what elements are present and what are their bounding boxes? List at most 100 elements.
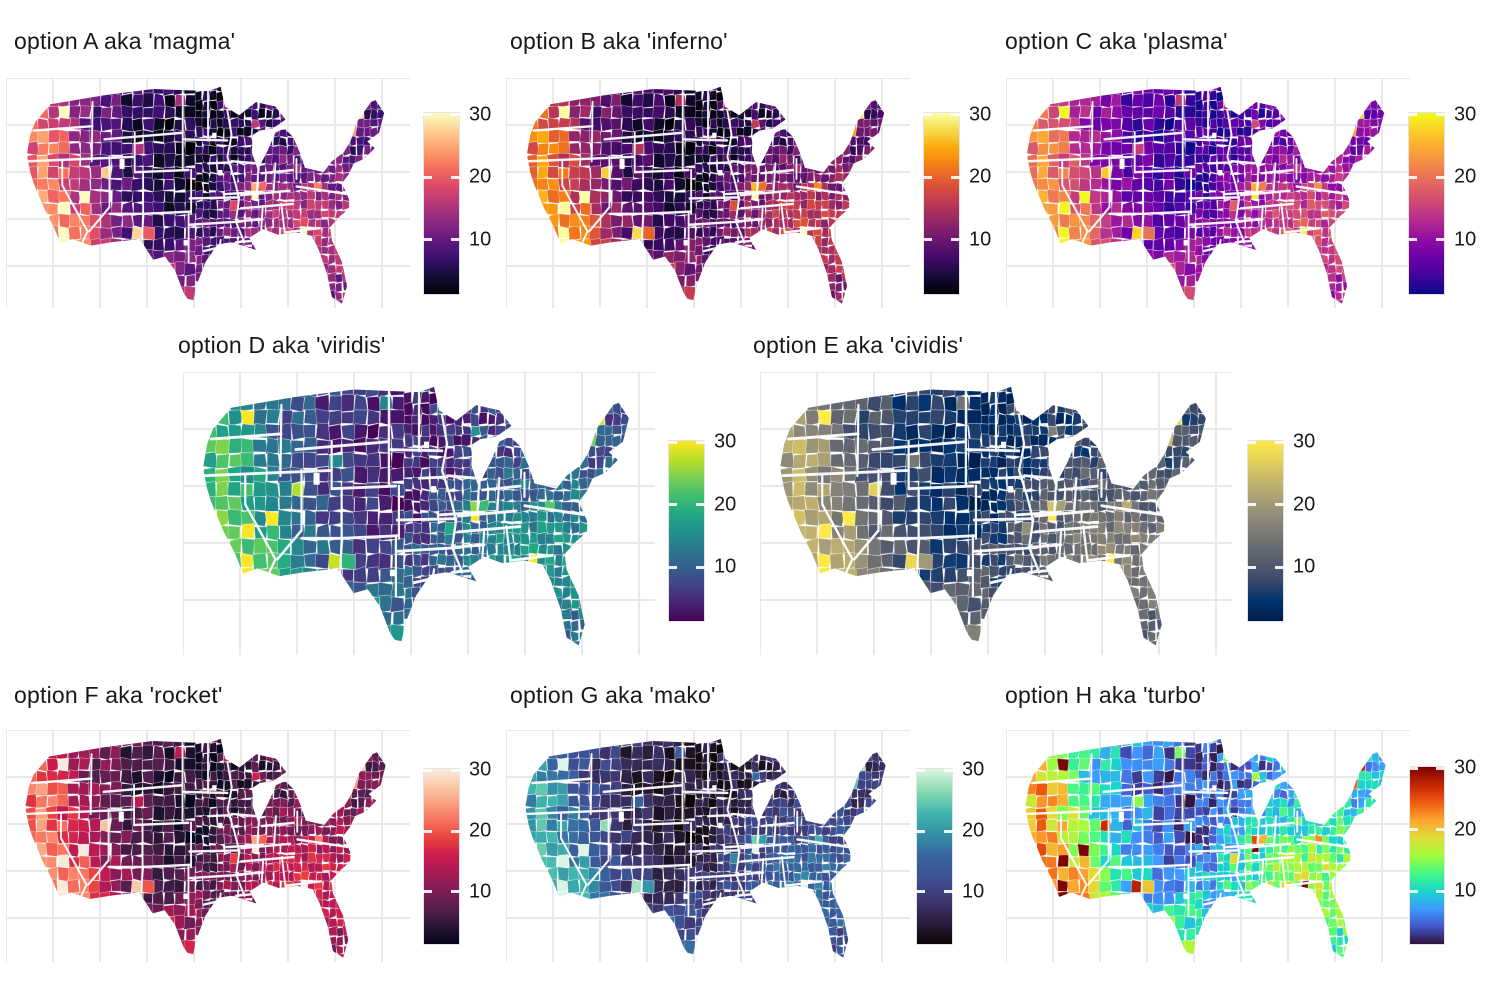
county-mosaic (203, 386, 629, 648)
legend-tick-mark (951, 238, 960, 242)
legend-tick-mark (423, 829, 432, 833)
legend-tick-mark (1247, 440, 1256, 444)
legend-tick-mark (696, 503, 705, 507)
legend-tick-label: 10 (1454, 879, 1477, 902)
county-mosaic (525, 738, 886, 960)
legend-tick-label: 20 (1454, 818, 1477, 841)
legend-tick-mark (423, 768, 432, 772)
legend-tick-mark (1409, 766, 1418, 770)
legend-tick-mark (916, 829, 925, 833)
legend-tick-mark (1436, 113, 1445, 116)
legend-tick-mark (951, 175, 960, 179)
legend-tick-mark (1408, 238, 1417, 242)
plot-area-mako (506, 730, 910, 962)
legend-tick-label: 10 (469, 880, 492, 903)
legend-tick-label: 10 (1454, 228, 1477, 251)
legend-tick-mark (944, 890, 953, 894)
legend-tick-mark (1275, 565, 1284, 569)
legend-tick-label: 10 (962, 880, 985, 903)
legend-tick-mark (1408, 113, 1417, 116)
legend-tick-mark (423, 175, 432, 179)
state-borders (527, 89, 848, 264)
legend-tick-mark (668, 440, 677, 444)
legend-tick-mark (1275, 503, 1284, 507)
legend-tick-mark (916, 768, 925, 772)
legend-colorbar-turbo (1409, 766, 1445, 945)
legend-tick-mark (696, 440, 705, 444)
legend-tick-mark (1436, 889, 1445, 893)
legend-tick-mark (1409, 828, 1418, 832)
legend-tick-mark (696, 565, 705, 569)
legend-colorbar-mako (916, 768, 953, 945)
legend-colorbar-cividis (1247, 440, 1284, 622)
legend-tick-mark (1247, 503, 1256, 507)
legend-tick-mark (423, 113, 432, 116)
panel-title-mako: option G aka 'mako' (510, 682, 716, 708)
legend-tick-mark (451, 175, 460, 179)
legend-tick-mark (451, 113, 460, 116)
state-borders (203, 390, 586, 598)
legend-tick-mark (1247, 565, 1256, 569)
legend-tick-label: 20 (1293, 493, 1316, 516)
legend-tick-label: 10 (1293, 555, 1316, 578)
legend-tick-mark (923, 175, 932, 179)
plot-area-cividis (760, 372, 1232, 655)
panel-title-magma: option A aka 'magma' (14, 28, 236, 54)
panel-title-plasma: option C aka 'plasma' (1005, 28, 1228, 54)
legend-tick-mark (1436, 175, 1445, 179)
legend-tick-mark (916, 890, 925, 894)
legend-colorbar-rocket (423, 768, 460, 945)
legend-colorbar-viridis (668, 440, 705, 622)
choropleth-map-magma (26, 86, 385, 306)
choropleth-map-inferno (526, 86, 885, 306)
legend-tick-mark (1436, 238, 1445, 242)
county-mosaic (26, 86, 385, 306)
legend-tick-label: 20 (469, 819, 492, 842)
legend-tick-label: 10 (469, 228, 492, 251)
legend-tick-mark (944, 768, 953, 772)
legend-tick-mark (944, 829, 953, 833)
legend-colorbar-inferno (923, 112, 960, 295)
legend-tick-mark (451, 829, 460, 833)
legend-tick-mark (423, 238, 432, 242)
legend-colorbar-plasma (1408, 112, 1445, 295)
county-mosaic (526, 86, 885, 306)
plot-area-plasma (1006, 78, 1410, 308)
panel-title-cividis: option E aka 'cividis' (753, 332, 964, 358)
legend-tick-mark (1409, 889, 1418, 893)
legend-tick-label: 20 (714, 493, 737, 516)
legend-tick-mark (451, 238, 460, 242)
state-borders (1026, 742, 1350, 917)
county-mosaic (780, 386, 1206, 648)
legend-tick-label: 20 (1454, 165, 1477, 188)
choropleth-map-cividis (780, 386, 1206, 648)
legend-tick-label: 20 (962, 819, 985, 842)
legend-tick-mark (951, 113, 960, 116)
legend-tick-label: 20 (469, 165, 492, 188)
legend-tick-label: 10 (969, 228, 992, 251)
legend-tick-label: 30 (1293, 430, 1316, 453)
state-borders (780, 390, 1163, 598)
state-borders (526, 742, 850, 917)
state-borders (1027, 89, 1348, 264)
plot-area-inferno (506, 78, 910, 308)
legend-tick-mark (1436, 828, 1445, 832)
legend-tick-label: 30 (469, 103, 492, 125)
legend-colorbar-magma (423, 112, 460, 295)
legend-tick-label: 30 (714, 430, 737, 453)
legend-tick-label: 30 (469, 758, 492, 781)
choropleth-map-rocket (25, 738, 386, 960)
legend-tick-label: 20 (969, 165, 992, 188)
legend-tick-mark (923, 113, 932, 116)
panel-title-inferno: option B aka 'inferno' (510, 28, 728, 54)
legend-tick-mark (451, 768, 460, 772)
legend-tick-mark (1436, 766, 1445, 770)
legend-tick-mark (1275, 440, 1284, 444)
choropleth-map-turbo (1025, 738, 1386, 960)
legend-tick-label: 30 (1454, 756, 1477, 779)
panel-title-rocket: option F aka 'rocket' (14, 682, 223, 708)
legend-tick-label: 10 (714, 555, 737, 578)
plot-area-turbo (1006, 730, 1410, 962)
plot-area-rocket (6, 730, 410, 962)
choropleth-map-mako (525, 738, 886, 960)
